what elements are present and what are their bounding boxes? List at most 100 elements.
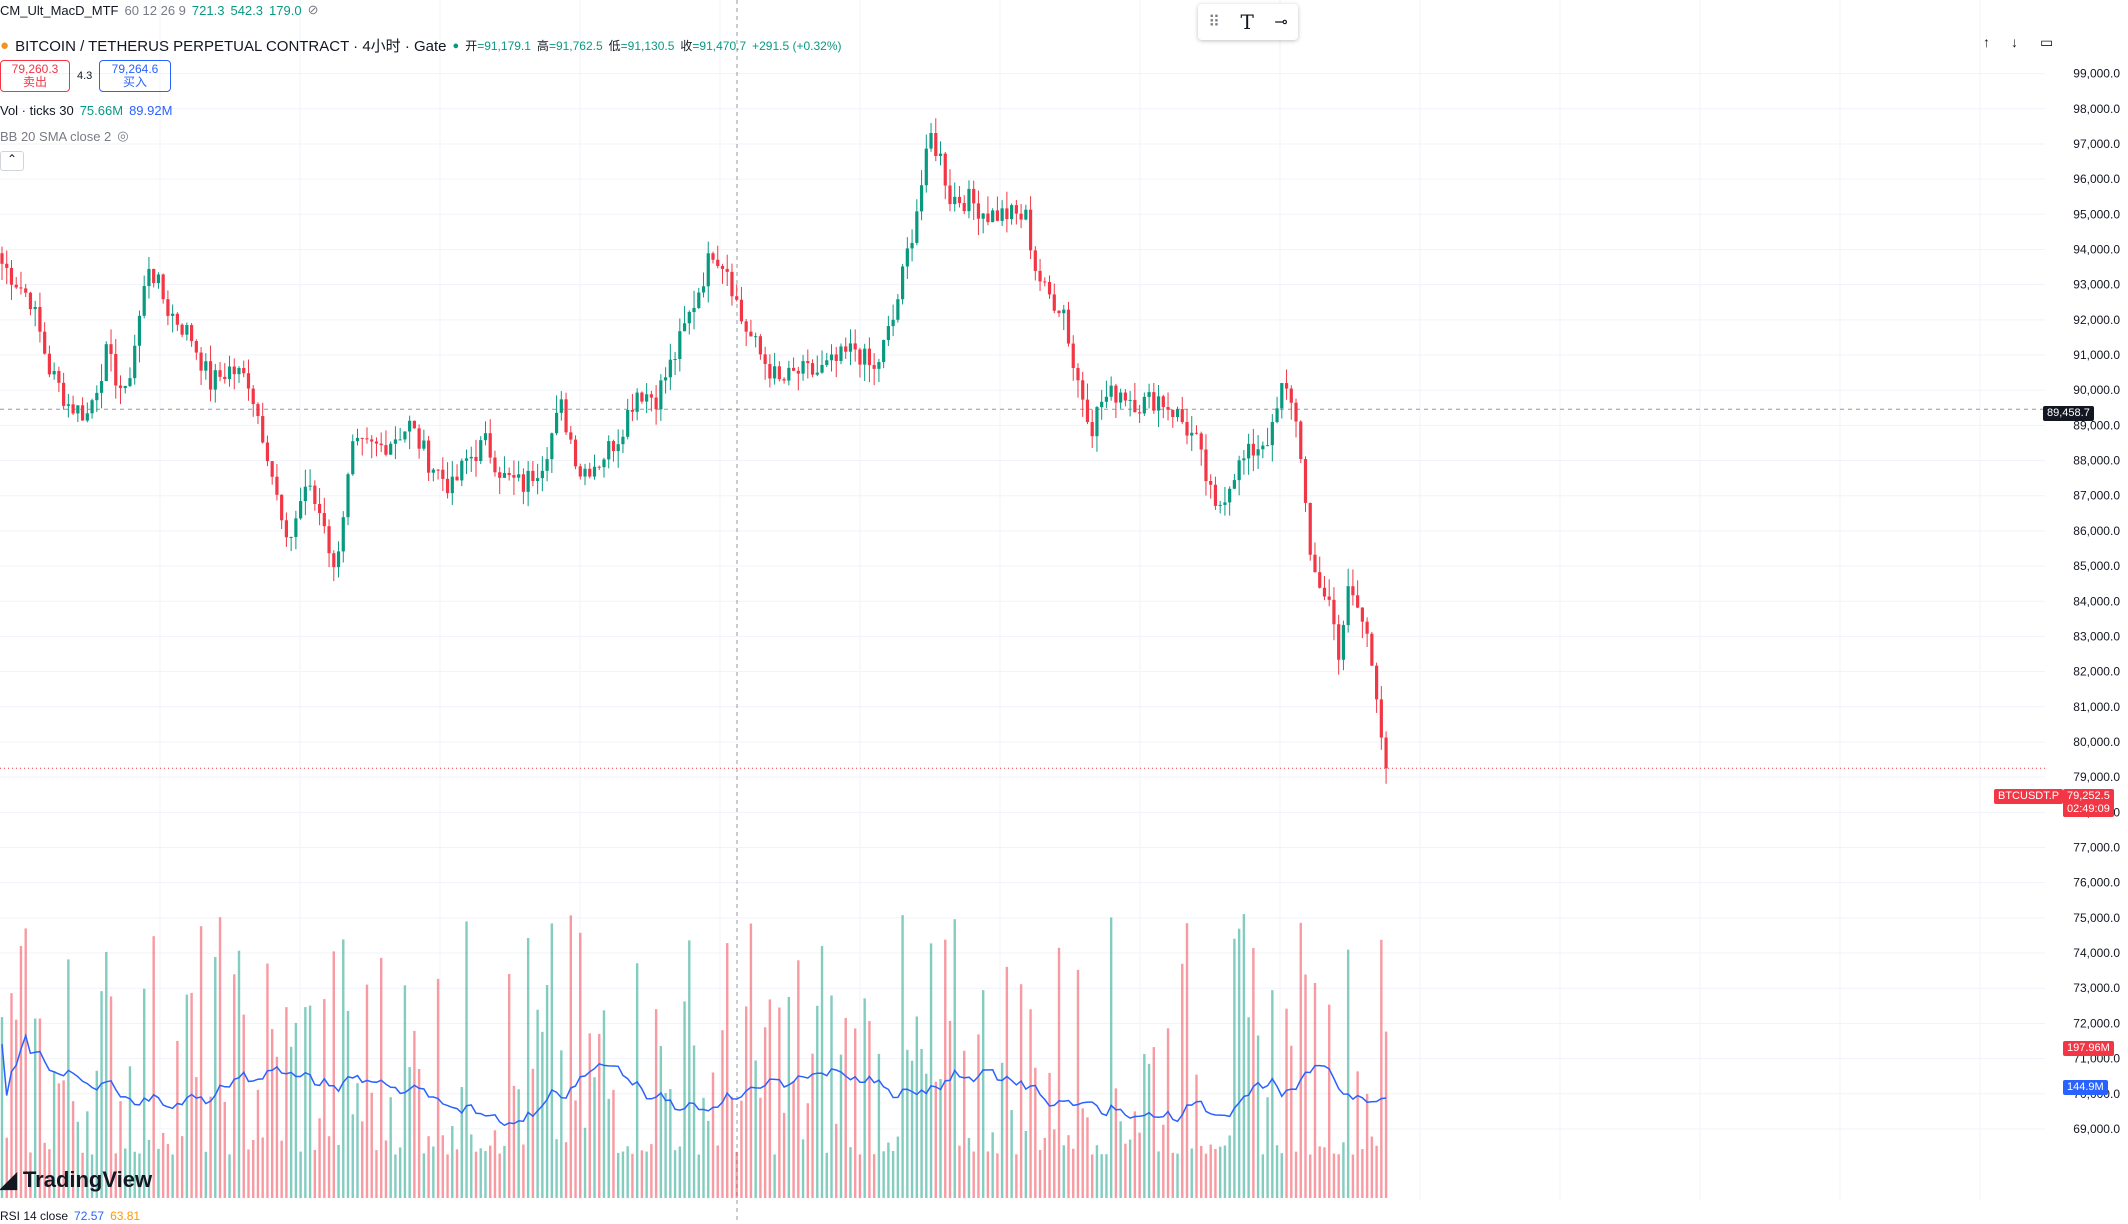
volume-bar xyxy=(787,996,791,1198)
volume-bar xyxy=(626,1146,629,1198)
volume-bar xyxy=(744,1006,748,1198)
candle-body xyxy=(417,428,421,449)
arrow-up-icon[interactable]: ↑ xyxy=(1983,34,1990,50)
candle-body xyxy=(493,457,497,473)
volume-bar xyxy=(887,1142,890,1198)
text-tool-icon[interactable]: T xyxy=(1240,10,1254,34)
volume-bar xyxy=(882,1151,885,1198)
candle-body xyxy=(1190,432,1194,436)
volume-bar xyxy=(384,1140,388,1198)
candle-body xyxy=(1114,385,1118,403)
candle-body xyxy=(716,259,720,266)
candle-body xyxy=(1123,392,1127,401)
volume-bar xyxy=(792,1081,795,1198)
volume-bar xyxy=(1294,1151,1298,1198)
candle-body xyxy=(313,485,317,504)
candle-body xyxy=(592,466,597,477)
volume-bar xyxy=(228,1154,231,1198)
volume-bar xyxy=(583,1127,587,1198)
volume-bar xyxy=(825,1152,828,1198)
candle-body xyxy=(682,323,687,332)
candle-body xyxy=(1313,554,1317,573)
candle-body xyxy=(820,364,824,373)
candle-body xyxy=(995,210,999,221)
volume-bar xyxy=(721,1030,724,1198)
volume-bar xyxy=(839,1054,843,1198)
candle-body xyxy=(1270,422,1274,446)
arrow-down-icon[interactable]: ↓ xyxy=(2011,34,2018,50)
volume-bar xyxy=(981,990,985,1198)
sell-button[interactable]: 79,260.3 卖出 xyxy=(0,60,70,92)
candle-body xyxy=(981,213,985,219)
candle-body xyxy=(844,346,848,352)
volume-bar xyxy=(1228,1135,1231,1198)
y-tick-label: 96,000.0 xyxy=(2073,172,2120,186)
candle-body xyxy=(806,361,810,364)
volume-bar xyxy=(858,1154,862,1198)
buy-button[interactable]: 79,264.6 买入 xyxy=(99,60,171,92)
candle-body xyxy=(540,470,544,479)
volume-bar xyxy=(289,1046,293,1198)
volume-bar xyxy=(891,1151,895,1198)
sell-label: 卖出 xyxy=(22,75,47,89)
y-tick-label: 92,000.0 xyxy=(2073,313,2120,327)
y-tick-label: 90,000.0 xyxy=(2073,383,2120,397)
candle-body xyxy=(621,436,625,445)
candle-body xyxy=(109,344,113,354)
line-tool-icon[interactable]: ⊸ xyxy=(1274,14,1288,31)
y-tick-label: 77,000.0 xyxy=(2073,841,2120,855)
candle-body xyxy=(322,513,326,527)
candle-body xyxy=(1228,488,1232,503)
volume-bar xyxy=(171,1154,174,1198)
candle-body xyxy=(1147,392,1151,397)
candle-body xyxy=(711,253,715,260)
candle-body xyxy=(5,263,9,268)
hide-icon[interactable]: ⊘ xyxy=(307,2,319,17)
candle-body xyxy=(1199,433,1203,450)
symbol-title[interactable]: BITCOIN / TETHERUS PERPETUAL CONTRACT · … xyxy=(15,38,447,55)
rsi-legend: RSI 14 close 72.57 63.81 xyxy=(0,1209,140,1223)
eye-hidden-icon[interactable]: ◎ xyxy=(117,128,129,143)
candle-body xyxy=(630,410,635,412)
candle-body xyxy=(389,443,393,455)
candle-body xyxy=(408,420,412,432)
volume-bar xyxy=(754,1060,757,1198)
last-price-tag: 79,252.5 02:49:09 xyxy=(2063,789,2114,817)
volume-bar xyxy=(877,1053,881,1198)
volume-bar xyxy=(944,939,947,1198)
candle-body xyxy=(71,404,75,414)
volume-bar xyxy=(915,1016,919,1198)
volume-bar xyxy=(1304,974,1307,1198)
candle-body xyxy=(829,354,834,361)
volume-value-2: 89.92M xyxy=(129,103,173,118)
candle-body xyxy=(1109,385,1113,397)
candle-body xyxy=(99,381,104,393)
candle-body xyxy=(1384,737,1388,769)
volume-bar xyxy=(451,1126,454,1198)
candle-body xyxy=(436,469,440,471)
y-tick-label: 73,000.0 xyxy=(2073,981,2120,995)
volume-bar xyxy=(1133,1111,1137,1198)
volume-bar xyxy=(901,915,904,1198)
candle-body xyxy=(379,443,383,446)
volume-bar xyxy=(52,1071,56,1198)
volume-bar xyxy=(1204,1153,1208,1198)
volume-bar xyxy=(953,919,956,1198)
volume-bar xyxy=(1019,984,1023,1198)
volume-bar xyxy=(1081,1108,1084,1198)
candle-body xyxy=(853,343,857,350)
volume-bar xyxy=(48,1149,51,1198)
tradingview-wordmark: TradingView xyxy=(22,1167,153,1192)
candle-body xyxy=(289,536,293,538)
drag-handle-icon[interactable]: ⠿ xyxy=(1208,14,1220,31)
candle-body xyxy=(227,366,232,380)
candle-body xyxy=(758,336,762,355)
volume-tag-2: 144.9M xyxy=(2063,1080,2108,1095)
volume-bar xyxy=(967,1137,971,1198)
y-tick-label: 80,000.0 xyxy=(2073,735,2120,749)
collapse-legend-button[interactable]: ⌃ xyxy=(0,151,24,171)
maximize-icon[interactable]: ▭ xyxy=(2040,34,2054,50)
candle-body xyxy=(834,354,838,361)
volume-bar xyxy=(1072,1148,1075,1198)
